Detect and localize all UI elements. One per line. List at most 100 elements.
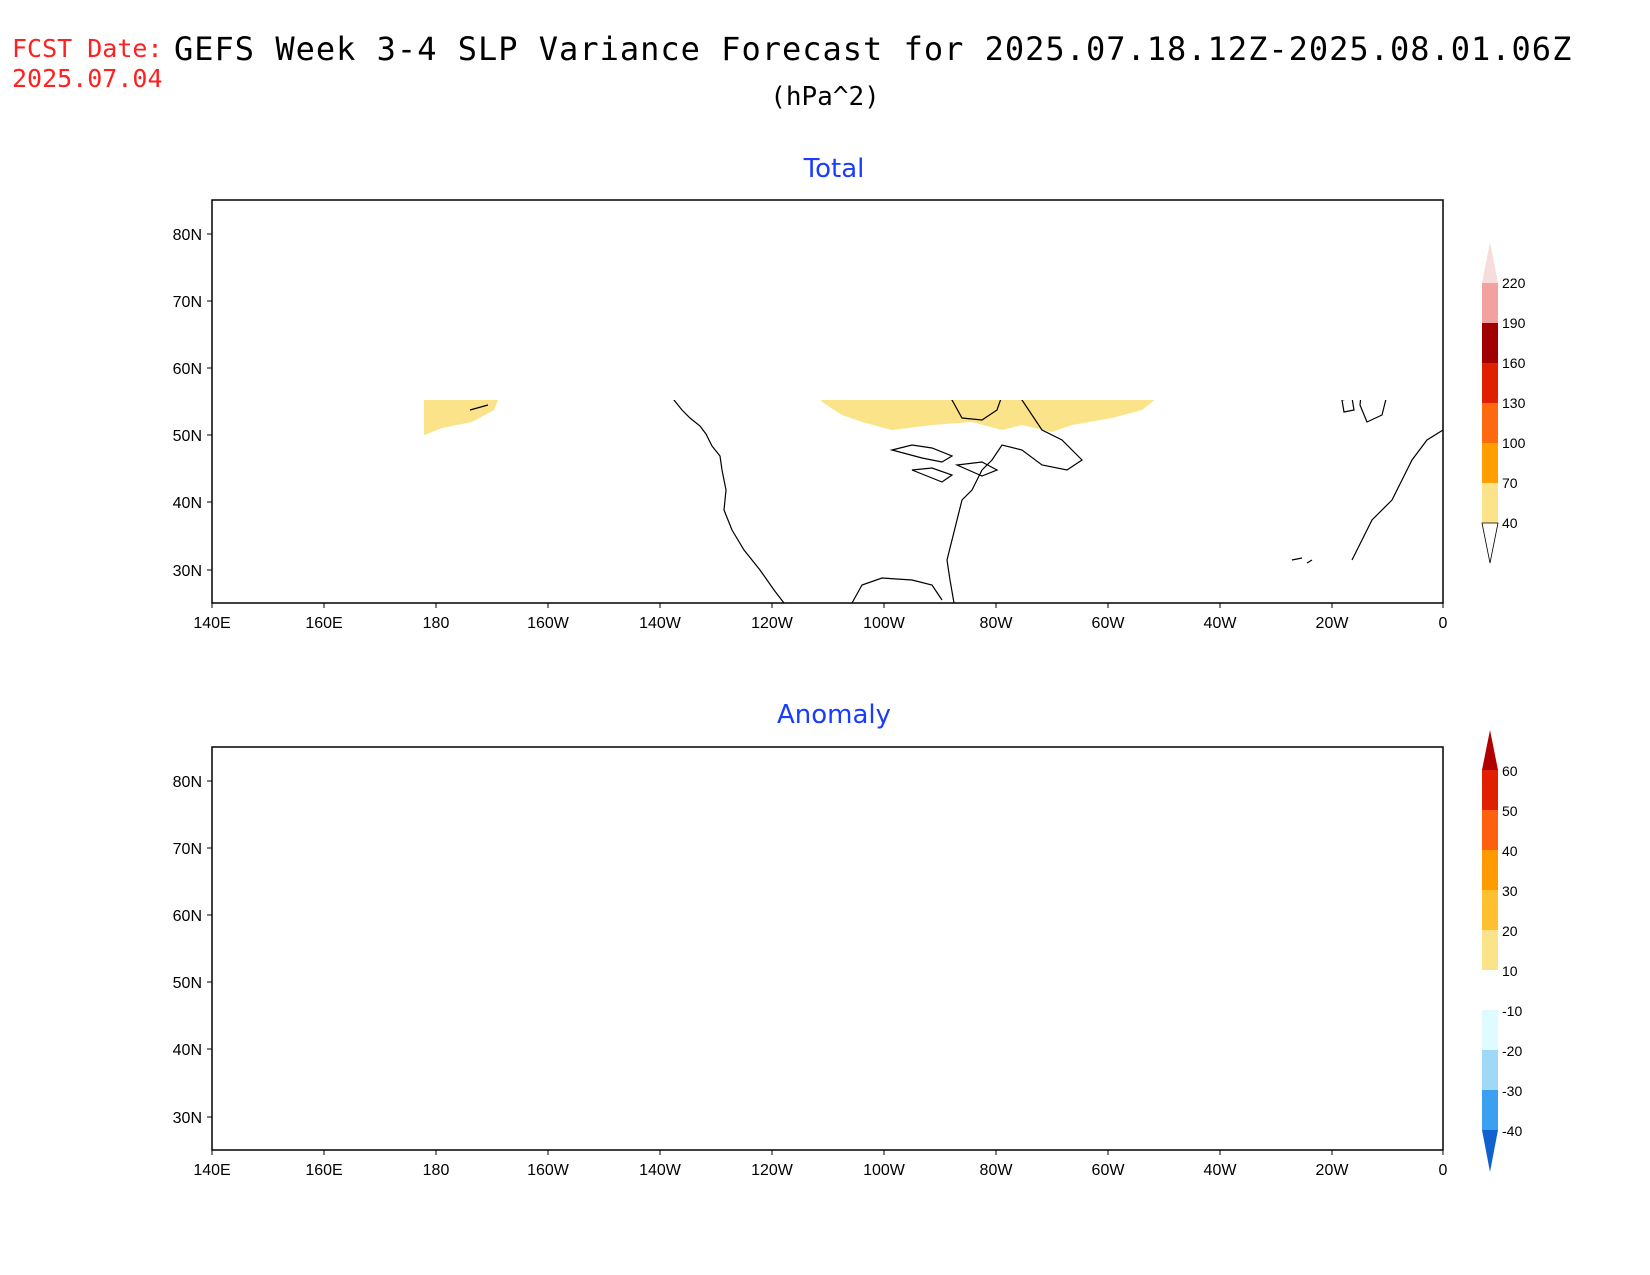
anomaly-shade-neg	[1197, 965, 1210, 973]
total-ylabel: 60N	[173, 361, 202, 378]
total-colorbar-cap-bottom	[1481, 522, 1499, 564]
anomaly-colorbar-swatch	[1482, 890, 1498, 930]
total-x-ticks: 140E 160E 180 160W 140W 120W 100W 80W 60…	[193, 603, 1448, 632]
total-colorbar-label: 130	[1502, 395, 1526, 411]
anomaly-colorbar-cap-top	[1482, 730, 1498, 770]
anomaly-xlabel: 120W	[751, 1162, 794, 1179]
total-ylabel: 80N	[173, 227, 202, 244]
total-shade-canada	[820, 400, 1155, 432]
total-xlabel: 0	[1439, 615, 1448, 632]
units-label: (hPa^2)	[770, 82, 880, 112]
anomaly-xlabel: 20W	[1316, 1162, 1350, 1179]
anomaly-shade-corner	[212, 1127, 238, 1150]
fcst-date-label: FCST Date:	[12, 34, 163, 63]
total-ylabel: 50N	[173, 428, 202, 445]
page-title: GEFS Week 3-4 SLP Variance Forecast for …	[174, 30, 1573, 68]
anomaly-xlabel: 0	[1439, 1162, 1448, 1179]
anomaly-colorbar-swatch	[1482, 770, 1498, 810]
total-xlabel: 140E	[193, 615, 230, 632]
total-colorbar-label: 160	[1502, 355, 1526, 371]
anomaly-panel: 80N 70N 60N 50N 40N 30N 140E 160E 180 16…	[173, 730, 1522, 1179]
total-colorbar-swatch	[1482, 443, 1498, 483]
total-colorbar-label: 190	[1502, 315, 1526, 331]
total-colorbar-label: 220	[1502, 275, 1526, 291]
anomaly-xlabel: 100W	[863, 1162, 906, 1179]
total-colorbar-swatch	[1482, 403, 1498, 443]
anomaly-colorbar-label: 30	[1502, 883, 1518, 899]
total-y-ticks: 80N 70N 60N 50N 40N 30N	[173, 227, 212, 580]
total-shade-greenland-east	[1160, 255, 1204, 290]
total-colorbar-swatch	[1482, 283, 1498, 323]
anomaly-ylabel: 30N	[173, 1110, 202, 1127]
total-xlabel: 40W	[1204, 615, 1238, 632]
anomaly-xlabel: 40W	[1204, 1162, 1238, 1179]
anomaly-xlabel: 140W	[639, 1162, 682, 1179]
total-panel: 80N 70N 60N 50N 40N 30N 140E 160E 180 16…	[173, 199, 1526, 632]
total-colorbar-label: 40	[1502, 515, 1518, 531]
panel-title-anomaly: Anomaly	[776, 700, 892, 730]
total-xlabel: 100W	[863, 615, 906, 632]
anomaly-ylabel: 80N	[173, 774, 202, 791]
anomaly-ylabel: 50N	[173, 975, 202, 992]
anomaly-shade-corner-inner	[212, 1143, 226, 1150]
anomaly-xlabel: 140E	[193, 1162, 230, 1179]
panel-title-total: Total	[803, 154, 865, 184]
total-shade-iceland	[1207, 310, 1443, 400]
total-ylabel: 40N	[173, 495, 202, 512]
anomaly-colorbar-swatch	[1482, 930, 1498, 970]
total-colorbar-label: 70	[1502, 475, 1518, 491]
total-xlabel: 20W	[1316, 615, 1350, 632]
total-shade-bering	[422, 230, 652, 286]
anomaly-colorbar-label: 10	[1502, 963, 1518, 979]
anomaly-colorbar: 60 50 40 30 20 10 -10 -20 -30 -40	[1482, 730, 1522, 1172]
total-xlabel: 180	[423, 615, 450, 632]
anomaly-y-ticks: 80N 70N 60N 50N 40N 30N	[173, 774, 212, 1127]
anomaly-xlabel: 160W	[527, 1162, 570, 1179]
anomaly-colorbar-label: -40	[1502, 1123, 1522, 1139]
total-shade-asia	[212, 280, 242, 286]
anomaly-colorbar-swatch	[1482, 970, 1498, 1010]
total-shade-chukchi	[352, 296, 377, 304]
anomaly-ylabel: 60N	[173, 908, 202, 925]
total-xlabel: 140W	[639, 615, 682, 632]
total-colorbar-swatch	[1482, 323, 1498, 363]
anomaly-ylabel: 70N	[173, 841, 202, 858]
anomaly-colorbar-label: -20	[1502, 1043, 1522, 1059]
total-colorbar-swatch	[1482, 483, 1498, 523]
anomaly-x-ticks: 140E 160E 180 160W 140W 120W 100W 80W 60…	[193, 1150, 1448, 1179]
anomaly-ylabel: 40N	[173, 1042, 202, 1059]
anomaly-colorbar-label: -30	[1502, 1083, 1522, 1099]
anomaly-colorbar-swatch	[1482, 810, 1498, 850]
total-xlabel: 80W	[980, 615, 1014, 632]
anomaly-xlabel: 180	[423, 1162, 450, 1179]
total-xlabel: 160E	[305, 615, 342, 632]
anomaly-xlabel: 80W	[980, 1162, 1014, 1179]
total-colorbar-swatch	[1482, 363, 1498, 403]
anomaly-shade-arctic	[457, 782, 687, 857]
anomaly-colorbar-label: 60	[1502, 763, 1518, 779]
anomaly-colorbar-label: 20	[1502, 923, 1518, 939]
anomaly-colorbar-label: 40	[1502, 843, 1518, 859]
total-shade-npacific	[424, 400, 498, 436]
total-colorbar-cap-top	[1482, 242, 1498, 283]
anomaly-colorbar-cap-bottom	[1482, 1130, 1498, 1172]
total-xlabel: 60W	[1092, 615, 1126, 632]
total-ylabel: 70N	[173, 294, 202, 311]
anomaly-colorbar-swatch	[1482, 1090, 1498, 1130]
total-ylabel: 30N	[173, 563, 202, 580]
fcst-date-value: 2025.07.04	[12, 64, 163, 93]
total-colorbar: 220 190 160 130 100 70 40	[1481, 242, 1526, 564]
total-xlabel: 120W	[751, 615, 794, 632]
anomaly-shade-neg-small	[482, 999, 502, 1003]
anomaly-colorbar-label: -10	[1502, 1003, 1522, 1019]
total-colorbar-label: 100	[1502, 435, 1526, 451]
fcst-date-block: FCST Date: 2025.07.04	[12, 34, 163, 94]
anomaly-colorbar-swatch	[1482, 1010, 1498, 1050]
anomaly-colorbar-label: 50	[1502, 803, 1518, 819]
anomaly-colorbar-swatch	[1482, 850, 1498, 890]
total-xlabel: 160W	[527, 615, 570, 632]
anomaly-xlabel: 60W	[1092, 1162, 1126, 1179]
anomaly-xlabel: 160E	[305, 1162, 342, 1179]
anomaly-colorbar-swatch	[1482, 1050, 1498, 1090]
